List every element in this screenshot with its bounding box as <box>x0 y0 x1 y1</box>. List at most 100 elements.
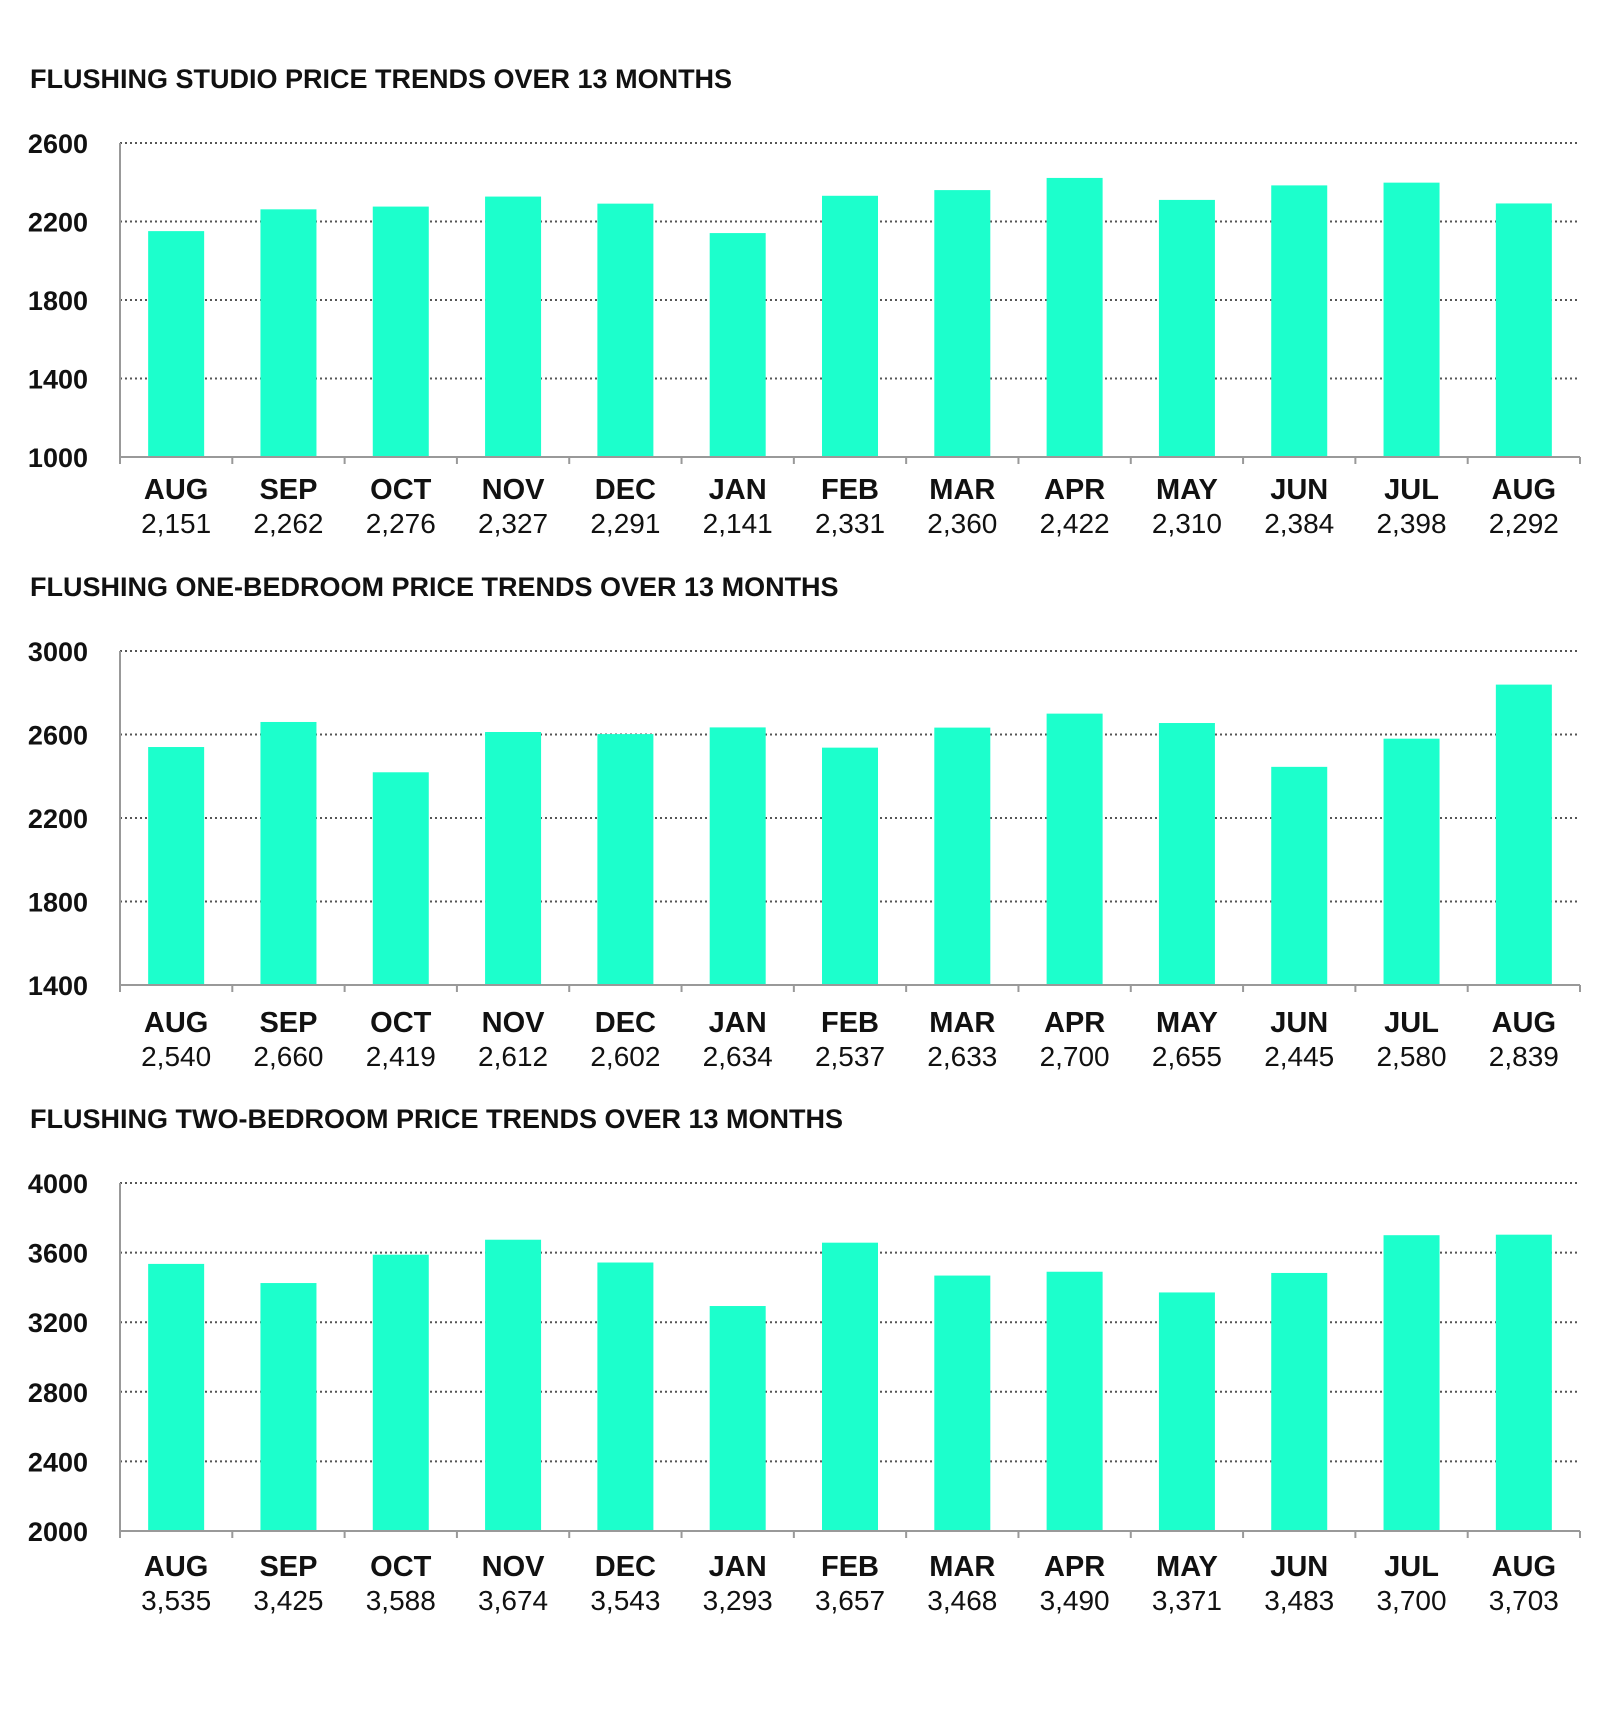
bar <box>934 190 991 457</box>
x-category-label: MAR <box>929 1007 995 1039</box>
chart-title: FLUSHING TWO-BEDROOM PRICE TRENDS OVER 1… <box>30 1104 843 1134</box>
bar-value-label: 2,151 <box>141 508 211 539</box>
bar <box>260 1283 317 1531</box>
bar-value-label: 2,292 <box>1489 508 1559 539</box>
chart-title: FLUSHING ONE-BEDROOM PRICE TRENDS OVER 1… <box>30 572 839 602</box>
y-tick-label: 3600 <box>28 1239 88 1269</box>
bar-value-label: 3,371 <box>1152 1585 1222 1616</box>
bar <box>934 1275 991 1531</box>
bar-value-label: 2,422 <box>1040 508 1110 539</box>
bar <box>260 721 317 985</box>
y-tick-label: 2800 <box>28 1378 88 1408</box>
bar-value-label: 2,602 <box>590 1041 660 1072</box>
bar-value-label: 2,700 <box>1040 1041 1110 1072</box>
bar-value-label: 2,655 <box>1152 1041 1222 1072</box>
x-category-label: JAN <box>709 1007 767 1039</box>
bar <box>597 734 654 985</box>
x-category-label: DEC <box>595 1551 656 1583</box>
bar <box>1046 713 1103 985</box>
x-category-label: JUL <box>1384 474 1439 506</box>
bar <box>934 727 991 985</box>
x-category-label: DEC <box>595 474 656 506</box>
bar <box>372 772 429 985</box>
x-category-label: APR <box>1044 474 1105 506</box>
chart-title: FLUSHING STUDIO PRICE TRENDS OVER 13 MON… <box>30 64 732 94</box>
bar <box>1158 1292 1215 1531</box>
y-tick-label: 1800 <box>28 888 88 918</box>
x-category-label: AUG <box>1492 1007 1556 1039</box>
bar-value-label: 3,588 <box>366 1585 436 1616</box>
bar-value-label: 3,543 <box>590 1585 660 1616</box>
bar <box>1046 1271 1103 1531</box>
bar <box>1271 185 1328 457</box>
bar <box>485 1239 542 1531</box>
bar <box>1271 1272 1328 1531</box>
bar-value-label: 2,331 <box>815 508 885 539</box>
bar-value-label: 2,634 <box>703 1041 773 1072</box>
bar-value-label: 2,612 <box>478 1041 548 1072</box>
bar <box>597 203 654 457</box>
bar-value-label: 2,262 <box>253 508 323 539</box>
x-category-label: SEP <box>259 1551 317 1583</box>
x-category-label: DEC <box>595 1007 656 1039</box>
x-category-label: FEB <box>821 474 879 506</box>
bar <box>1158 199 1215 457</box>
x-category-label: AUG <box>1492 1551 1556 1583</box>
x-category-label: JUN <box>1270 474 1328 506</box>
y-tick-label: 1000 <box>28 443 88 473</box>
bar <box>1271 766 1328 985</box>
x-category-label: FEB <box>821 1007 879 1039</box>
x-category-label: OCT <box>370 474 432 506</box>
bar-value-label: 2,537 <box>815 1041 885 1072</box>
bar <box>1383 738 1440 985</box>
x-category-label: AUG <box>1492 474 1556 506</box>
bar-value-label: 2,398 <box>1376 508 1446 539</box>
bar-value-label: 2,633 <box>927 1041 997 1072</box>
bar-value-label: 2,419 <box>366 1041 436 1072</box>
x-category-label: NOV <box>482 474 546 506</box>
bar <box>822 747 878 985</box>
x-category-label: OCT <box>370 1551 432 1583</box>
x-category-label: MAR <box>929 474 995 506</box>
y-tick-label: 2400 <box>28 1447 88 1477</box>
x-category-label: FEB <box>821 1551 879 1583</box>
x-category-label: JUL <box>1384 1007 1439 1039</box>
bar <box>822 1242 878 1531</box>
bar-value-label: 3,674 <box>478 1585 548 1616</box>
x-category-label: JUL <box>1384 1551 1439 1583</box>
bar-value-label: 2,384 <box>1264 508 1334 539</box>
bar-value-label: 2,580 <box>1376 1041 1446 1072</box>
bar <box>260 209 317 457</box>
y-tick-label: 3000 <box>28 637 88 667</box>
x-category-label: MAY <box>1156 474 1218 506</box>
bar <box>485 196 542 458</box>
x-category-label: AUG <box>144 1551 208 1583</box>
bar <box>1046 177 1103 457</box>
x-category-label: AUG <box>144 474 208 506</box>
y-tick-label: 2200 <box>28 804 88 834</box>
y-tick-label: 2000 <box>28 1517 88 1547</box>
bar <box>1495 203 1552 457</box>
bar <box>485 731 542 985</box>
bar-value-label: 3,293 <box>703 1585 773 1616</box>
x-category-label: JUN <box>1270 1551 1328 1583</box>
bar-value-label: 3,468 <box>927 1585 997 1616</box>
y-tick-label: 2600 <box>28 129 88 159</box>
bar-value-label: 3,700 <box>1376 1585 1446 1616</box>
x-category-label: AUG <box>144 1007 208 1039</box>
x-category-label: SEP <box>259 1007 317 1039</box>
bar <box>597 1262 654 1531</box>
bar <box>372 206 429 457</box>
bar-value-label: 2,839 <box>1489 1041 1559 1072</box>
x-category-label: MAY <box>1156 1551 1218 1583</box>
bar <box>1383 1235 1440 1531</box>
bar <box>709 1306 766 1531</box>
bar-value-label: 3,535 <box>141 1585 211 1616</box>
bar <box>709 233 766 457</box>
bar-value-label: 2,276 <box>366 508 436 539</box>
bar-value-label: 2,540 <box>141 1041 211 1072</box>
bar-value-label: 2,327 <box>478 508 548 539</box>
bar <box>822 195 878 457</box>
bar <box>1495 684 1552 985</box>
